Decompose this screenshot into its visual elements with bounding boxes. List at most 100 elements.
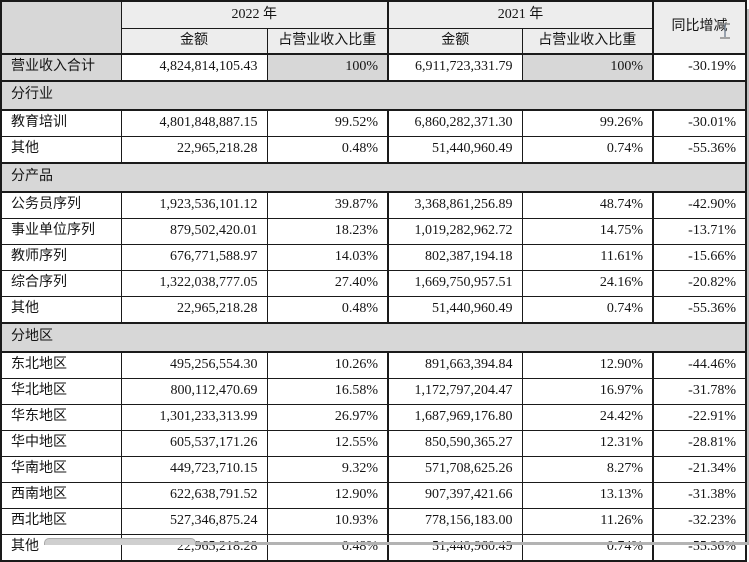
- table-row: 西北地区 527,346,875.24 10.93% 778,156,183.0…: [0, 508, 747, 535]
- ratio-2022: 12.55%: [266, 430, 389, 457]
- table-row: 华南地区 449,723,710.15 9.32% 571,708,625.26…: [0, 456, 747, 483]
- yoy-change: -13.71%: [652, 218, 747, 245]
- amount-2022: 22,965,218.28: [120, 296, 268, 324]
- yoy-change: -31.38%: [652, 482, 747, 509]
- row-label: 综合序列: [0, 270, 122, 297]
- amount-2021: 850,590,365.27: [387, 430, 523, 457]
- ratio-2021: 0.74%: [521, 534, 654, 562]
- ratio-2022: 100%: [266, 53, 389, 82]
- ratio-2021: 24.16%: [521, 270, 654, 297]
- table-row: 华北地区 800,112,470.69 16.58% 1,172,797,204…: [0, 378, 747, 405]
- amount-2021: 778,156,183.00: [387, 508, 523, 535]
- amount-2021: 51,440,960.49: [387, 296, 523, 324]
- col-header-ratio-2021: 占营业收入比重: [521, 28, 654, 55]
- ratio-2022: 16.58%: [266, 378, 389, 405]
- ratio-2021: 8.27%: [521, 456, 654, 483]
- amount-2022: 1,923,536,101.12: [120, 191, 268, 219]
- table-row: 综合序列 1,322,038,777.05 27.40% 1,669,750,9…: [0, 270, 747, 297]
- row-label: 东北地区: [0, 351, 122, 379]
- scan-shadow-bottom: [46, 542, 749, 545]
- yoy-change: -30.19%: [652, 53, 747, 82]
- yoy-change: -30.01%: [652, 109, 747, 137]
- table-row: 教师序列 676,771,588.97 14.03% 802,387,194.1…: [0, 244, 747, 271]
- amount-2022: 605,537,171.26: [120, 430, 268, 457]
- amount-2022: 4,824,814,105.43: [120, 53, 268, 82]
- yoy-change: -32.23%: [652, 508, 747, 535]
- row-label: 华中地区: [0, 430, 122, 457]
- yoy-change: -21.34%: [652, 456, 747, 483]
- ratio-2021: 12.31%: [521, 430, 654, 457]
- row-label: 事业单位序列: [0, 218, 122, 245]
- table-row: 华东地区 1,301,233,313.99 26.97% 1,687,969,1…: [0, 404, 747, 431]
- ratio-2021: 0.74%: [521, 136, 654, 164]
- row-label: 公务员序列: [0, 191, 122, 219]
- amount-2022: 676,771,588.97: [120, 244, 268, 271]
- ratio-2021: 99.26%: [521, 109, 654, 137]
- row-label: 西北地区: [0, 508, 122, 535]
- ratio-2021: 14.75%: [521, 218, 654, 245]
- table-row-total: 营业收入合计 4,824,814,105.43 100% 6,911,723,3…: [0, 53, 747, 82]
- col-header-yoy: 同比增减: [652, 0, 747, 55]
- yoy-change: -20.82%: [652, 270, 747, 297]
- amount-2021: 51,440,960.49: [387, 534, 523, 562]
- amount-2021: 891,663,394.84: [387, 351, 523, 379]
- amount-2022: 4,801,848,887.15: [120, 109, 268, 137]
- table-row: 东北地区 495,256,554.30 10.26% 891,663,394.8…: [0, 351, 747, 379]
- amount-2021: 1,687,969,176.80: [387, 404, 523, 431]
- amount-2021: 6,911,723,331.79: [387, 53, 523, 82]
- scan-shadow-right: [747, 9, 749, 545]
- ratio-2021: 16.97%: [521, 378, 654, 405]
- amount-2022: 622,638,791.52: [120, 482, 268, 509]
- ratio-2022: 26.97%: [266, 404, 389, 431]
- amount-2021: 571,708,625.26: [387, 456, 523, 483]
- ratio-2022: 99.52%: [266, 109, 389, 137]
- table-row: 其他 22,965,218.28 0.48% 51,440,960.49 0.7…: [0, 296, 747, 324]
- ratio-2022: 9.32%: [266, 456, 389, 483]
- amount-2022: 879,502,420.01: [120, 218, 268, 245]
- ratio-2022: 27.40%: [266, 270, 389, 297]
- section-title: 分行业: [0, 80, 747, 111]
- ratio-2021: 11.61%: [521, 244, 654, 271]
- row-label: 华南地区: [0, 456, 122, 483]
- amount-2021: 51,440,960.49: [387, 136, 523, 164]
- ratio-2022: 10.26%: [266, 351, 389, 379]
- ratio-2022: 0.48%: [266, 136, 389, 164]
- ratio-2022: 0.48%: [266, 296, 389, 324]
- ratio-2021: 11.26%: [521, 508, 654, 535]
- col-header-ratio-2022: 占营业收入比重: [266, 28, 389, 55]
- table-row: 华中地区 605,537,171.26 12.55% 850,590,365.2…: [0, 430, 747, 457]
- yoy-change: -31.78%: [652, 378, 747, 405]
- row-label: 其他: [0, 296, 122, 324]
- row-label: 营业收入合计: [0, 53, 122, 82]
- ratio-2021: 48.74%: [521, 191, 654, 219]
- ratio-2022: 14.03%: [266, 244, 389, 271]
- table-row: 公务员序列 1,923,536,101.12 39.87% 3,368,861,…: [0, 191, 747, 219]
- table-row: 事业单位序列 879,502,420.01 18.23% 1,019,282,9…: [0, 218, 747, 245]
- ratio-2022: 12.90%: [266, 482, 389, 509]
- amount-2022: 800,112,470.69: [120, 378, 268, 405]
- yoy-change: -55.36%: [652, 136, 747, 164]
- row-label: 华东地区: [0, 404, 122, 431]
- yoy-change: -55.36%: [652, 534, 747, 562]
- section-row-industry: 分行业: [0, 80, 747, 111]
- amount-2021: 1,669,750,957.51: [387, 270, 523, 297]
- col-group-2021: 2021 年: [387, 0, 654, 29]
- ratio-2021: 13.13%: [521, 482, 654, 509]
- amount-2021: 6,860,282,371.30: [387, 109, 523, 137]
- amount-2022: 449,723,710.15: [120, 456, 268, 483]
- section-row-region: 分地区: [0, 322, 747, 353]
- popup-bar-artifact: [44, 538, 196, 545]
- amount-2022: 1,301,233,313.99: [120, 404, 268, 431]
- ratio-2021: 24.42%: [521, 404, 654, 431]
- ratio-2021: 0.74%: [521, 296, 654, 324]
- amount-2022: 495,256,554.30: [120, 351, 268, 379]
- yoy-change: -44.46%: [652, 351, 747, 379]
- col-group-2022: 2022 年: [120, 0, 389, 29]
- ratio-2022: 18.23%: [266, 218, 389, 245]
- yoy-change: -42.90%: [652, 191, 747, 219]
- amount-2021: 802,387,194.18: [387, 244, 523, 271]
- table-row: 其他 22,965,218.28 0.48% 51,440,960.49 0.7…: [0, 136, 747, 164]
- amount-2021: 1,172,797,204.47: [387, 378, 523, 405]
